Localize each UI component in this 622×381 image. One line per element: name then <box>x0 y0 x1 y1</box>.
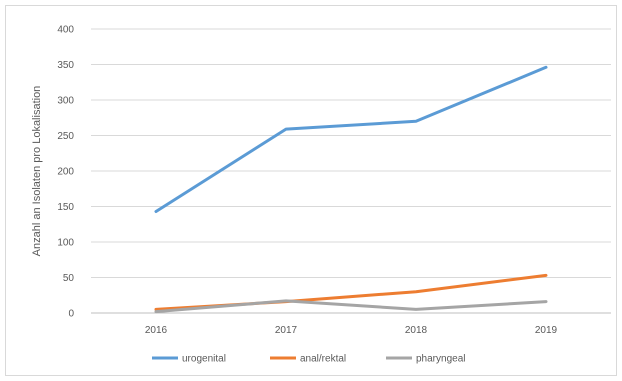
y-tick-label: 0 <box>68 309 74 320</box>
y-tick-label: 100 <box>57 238 74 249</box>
series-line-pharyngeal <box>154 299 548 314</box>
y-tick-label: 300 <box>57 96 74 107</box>
y-axis-title: Anzahl an Isolaten pro Lokalisation <box>31 86 43 257</box>
y-tick-labels: 0 50 100 150 200 250 300 350 400 <box>57 25 74 320</box>
series-line-urogenital <box>154 65 548 213</box>
x-tick-label: 2017 <box>275 325 298 336</box>
legend: urogenital anal/rektal pharyngeal <box>152 354 465 365</box>
legend-label: pharyngeal <box>416 354 465 365</box>
y-tick-label: 200 <box>57 167 74 178</box>
x-tick-labels: 2016 2017 2018 2019 <box>145 325 558 336</box>
y-tick-label: 150 <box>57 202 74 213</box>
y-tick-label: 50 <box>63 273 75 284</box>
x-tick-label: 2019 <box>535 325 558 336</box>
legend-label: urogenital <box>182 354 226 365</box>
y-tick-label: 250 <box>57 131 74 142</box>
x-tick-label: 2016 <box>145 325 168 336</box>
chart-frame <box>5 5 617 376</box>
series-lines <box>154 65 548 314</box>
gridlines <box>91 28 611 314</box>
legend-label: anal/rektal <box>300 354 346 365</box>
y-tick-label: 350 <box>57 60 74 71</box>
y-tick-label: 400 <box>57 25 74 36</box>
x-tick-label: 2018 <box>405 325 428 336</box>
